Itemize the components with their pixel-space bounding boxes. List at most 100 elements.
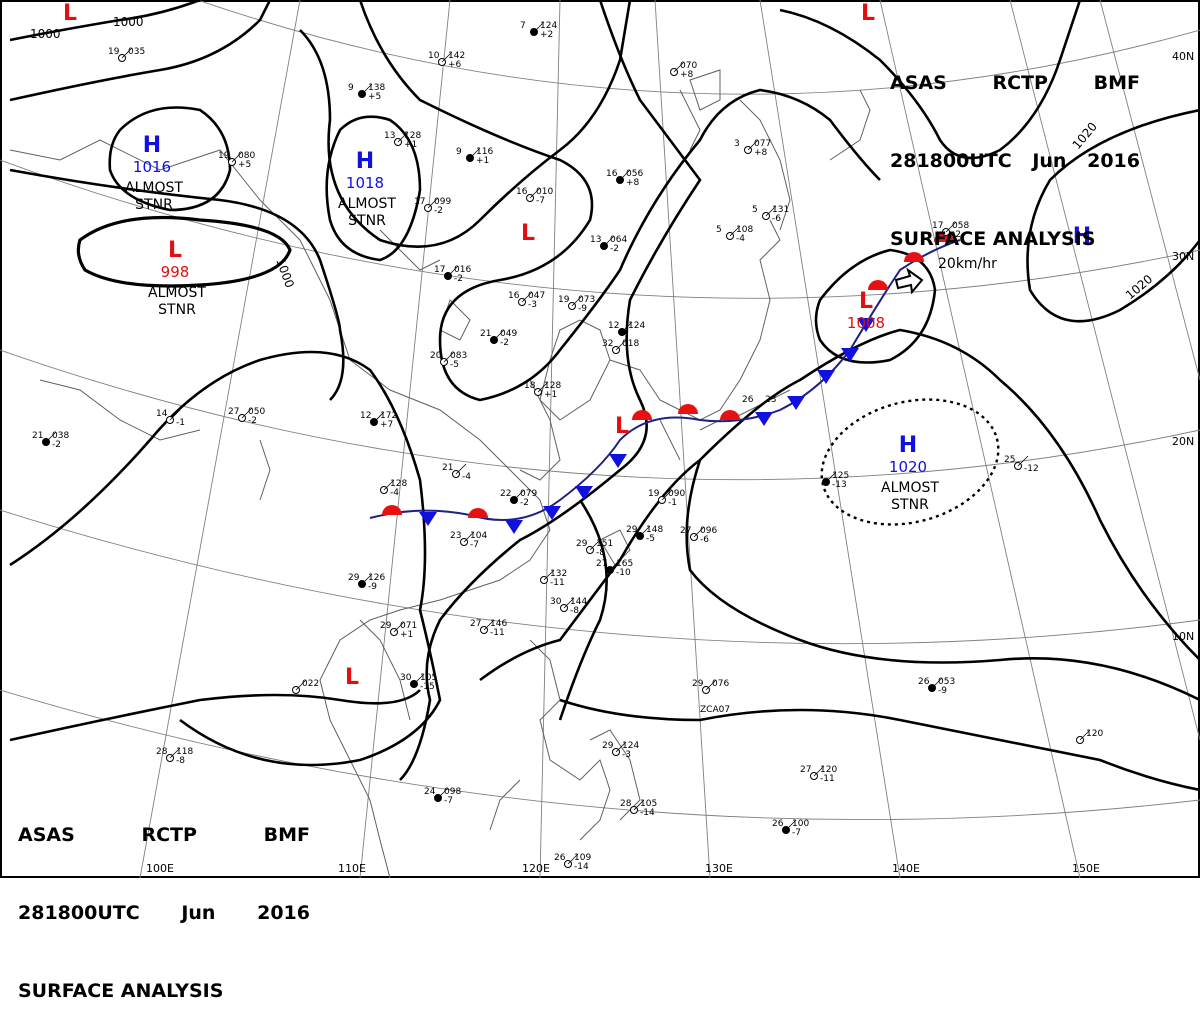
wind-barb-icon [825,471,837,483]
station-pressure: 116 [476,147,493,157]
station-temp: 13 [590,235,601,245]
station-temp: 20 [430,351,442,361]
station-pressure: 148 [646,525,663,535]
station-pressure: 109 [574,853,591,863]
station-plot: 29 071+1 [380,621,417,640]
station-temp: 29 [380,621,392,631]
wind-barb-icon [589,539,601,551]
wind-barb-icon [945,221,957,233]
station-tendency: -11 [550,578,565,588]
station-pressure: 142 [448,51,465,61]
wind-barb-icon [121,47,133,59]
station-temp: 29 [348,573,360,583]
station-pressure: 096 [700,526,717,536]
wind-barb-icon [455,463,467,475]
station-plot: 24 098-7 [424,787,461,806]
station-tendency: -4 [462,472,471,482]
pressure-symbol: L [63,1,77,26]
station-plot: 27 146-11 [470,619,507,638]
station-pressure: 132 [550,569,567,579]
wind-barb-icon [693,526,705,538]
low-pressure-center: L [615,414,629,439]
station-pressure: 077 [754,139,771,149]
header-center: RCTP [992,72,1048,94]
station-temp: 23 [450,531,461,541]
station-pressure: 126 [368,573,385,583]
graticule-labels: 40N 30N 20N 10N 100E 110E 120E 130E 140E… [146,50,1194,875]
station-pressure: 124 [628,321,645,331]
pressure-symbol: H [1073,224,1091,249]
wind-barb-icon [169,747,181,759]
wind-barb-icon [603,235,615,247]
lat-label: 10N [1172,630,1194,643]
wind-barb-icon [393,621,405,633]
movement-note: STNR [135,197,173,213]
header-month: Jun [181,902,216,924]
header-time: 281800UTC [890,150,1012,172]
station-tendency: -1 [668,498,677,508]
station-pressure: 056 [626,169,643,179]
station-plot: 120 [1076,729,1103,744]
station-tendency: -13 [832,480,847,490]
station-plot: 29 124-3 [602,741,639,760]
pressure-symbol: L [615,414,629,439]
station-pressure: 035 [128,47,145,57]
station-tendency: -2 [454,274,463,284]
cold-front-symbol [419,512,437,526]
cold-front-symbol [817,370,835,384]
wind-barb-icon [537,381,549,393]
station-temp: 22 [500,489,511,499]
station-temp: 12 [608,321,619,331]
station-tendency: -8 [176,756,185,766]
station-tendency: -7 [536,196,545,206]
station-temp: 9 [456,147,462,157]
station-plot: 128-4 [380,479,407,498]
station-tendency: -6 [700,535,709,545]
station-temp: 26 [918,677,930,687]
lat-label: 30N [1172,250,1194,263]
station-plot: 3 077+8 [734,139,771,158]
station-temp: 30 [550,597,562,607]
station-tendency: +8 [680,70,694,80]
station-pressure: 016 [454,265,471,275]
wind-barb-icon [437,787,449,799]
station-temp: 26 [742,395,754,405]
wind-barb-icon [493,329,505,341]
wind-barb-icon [361,83,373,95]
movement-note: ALMOST [881,480,939,496]
movement-note: STNR [348,213,386,229]
station-pressure: 100 [792,819,809,829]
station-tendency: +1 [404,140,417,150]
wind-barb-icon [785,819,797,831]
station-tendency: -14 [640,808,655,818]
station-tendency: -14 [574,862,589,872]
cold-front-symbol [505,520,523,534]
station-pressure: 071 [400,621,417,631]
isobar-label: 1000 [113,15,144,29]
wind-barb-icon [241,407,253,419]
station-temp: 17 [414,197,425,207]
wind-barb-icon [747,139,759,151]
station-plot: 27 050-2 [228,407,265,426]
lon-label: 100E [146,862,174,875]
station-plot: 29 126-9 [348,573,385,592]
station-temp: 27 [470,619,481,629]
station-tendency: -5 [450,360,459,370]
station-temp: 16 [516,187,528,197]
station-plot: 12 124 [608,321,645,336]
station-temp: 25 [1004,455,1015,465]
station-plot: 19 080+5 [218,151,255,170]
low-pressure-center: L [521,221,535,246]
wind-barb-icon [1079,729,1091,741]
wind-barb-icon [639,525,651,537]
station-temp: 29 [576,539,588,549]
station-pressure: 038 [52,431,69,441]
header-title: SURFACE ANALYSIS [890,228,1096,250]
station-pressure: 108 [736,225,753,235]
station-pressure: 128 [544,381,561,391]
station-tendency: -2 [434,206,443,216]
